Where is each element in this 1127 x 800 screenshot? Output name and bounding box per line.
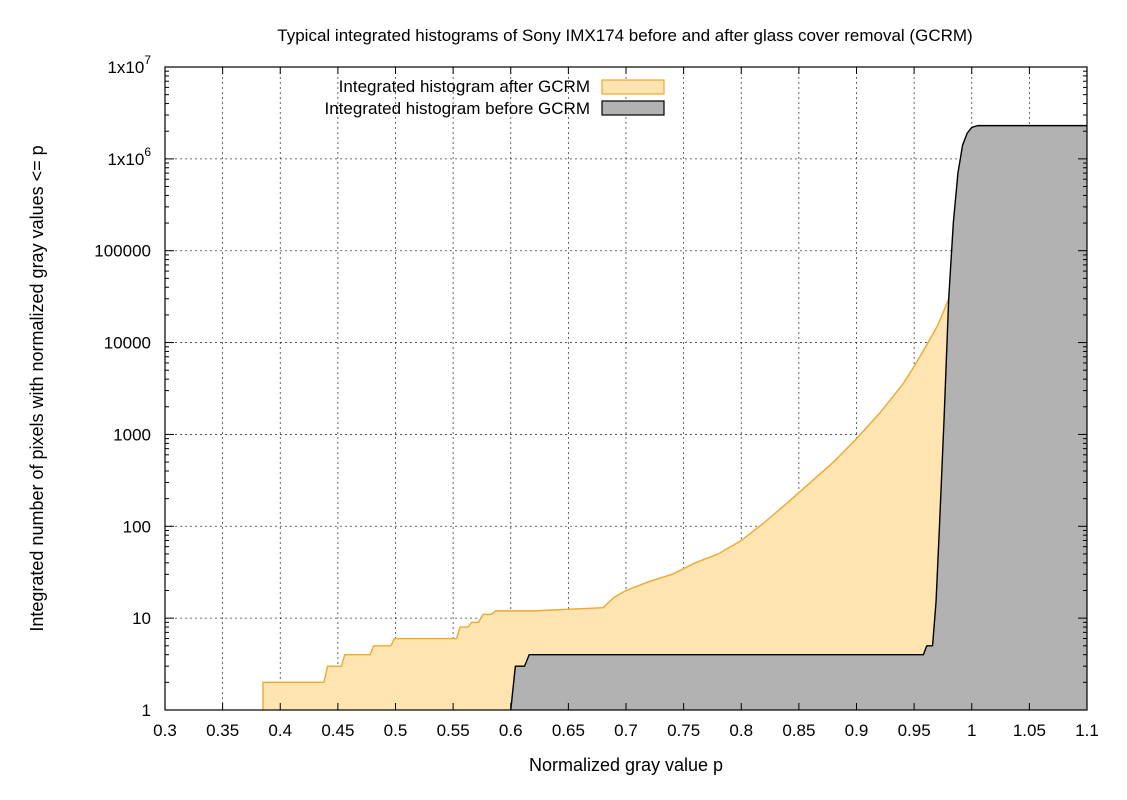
- x-tick-label: 0.7: [614, 721, 638, 740]
- x-tick-label: 0.8: [729, 721, 753, 740]
- y-tick-label: 1: [142, 701, 151, 720]
- x-tick-label: 0.75: [667, 721, 700, 740]
- x-tick-label: 1.05: [1013, 721, 1046, 740]
- y-tick-label: 10: [132, 609, 151, 628]
- series-area-after-gcrm-line: [262, 287, 954, 710]
- x-tick-label: 0.6: [499, 721, 523, 740]
- x-tick-label: 0.4: [268, 721, 292, 740]
- y-axis-title: Integrated number of pixels with normali…: [27, 145, 47, 631]
- x-tick-label: 1.1: [1075, 721, 1099, 740]
- x-axis-title: Normalized gray value p: [529, 755, 723, 775]
- x-tick-label: 0.5: [384, 721, 408, 740]
- x-tick-label: 0.65: [552, 721, 585, 740]
- legend-swatch-after-gcrm: [601, 79, 665, 95]
- series-area-before-gcrm: [510, 125, 1087, 710]
- legend-swatch-before-gcrm: [601, 100, 665, 116]
- y-tick-label: 100000: [94, 242, 151, 261]
- series-area-before-gcrm-line: [510, 124, 1087, 711]
- axis-ticks: 0.3 0.35 0.4 0.45 0.5 0.55 0.6 0.65 0.7 0.75 0.8 0.…: [94, 53, 1099, 740]
- x-tick-label: 0.85: [782, 721, 815, 740]
- x-tick-label: 0.45: [321, 721, 354, 740]
- x-tick-label: 0.3: [153, 721, 177, 740]
- x-tick-label: 0.9: [845, 721, 869, 740]
- chart-title: Typical integrated histograms of Sony IM…: [277, 26, 972, 45]
- x-tick-label: 0.95: [898, 721, 931, 740]
- series-area-after-gcrm: [262, 287, 954, 710]
- y-tick-label: 10000: [104, 334, 151, 353]
- legend: Integrated histogram after GCRM Integrat…: [324, 77, 665, 118]
- legend-label-before-gcrm: Integrated histogram before GCRM: [324, 99, 590, 118]
- series-areas: [262, 124, 1087, 711]
- x-tick-label: 0.55: [437, 721, 470, 740]
- y-tick-label: 100: [123, 517, 151, 536]
- y-tick-label: 1000: [113, 425, 151, 444]
- legend-label-after-gcrm: Integrated histogram after GCRM: [339, 77, 590, 96]
- x-tick-label: 0.35: [206, 721, 239, 740]
- x-tick-label: 1: [967, 721, 976, 740]
